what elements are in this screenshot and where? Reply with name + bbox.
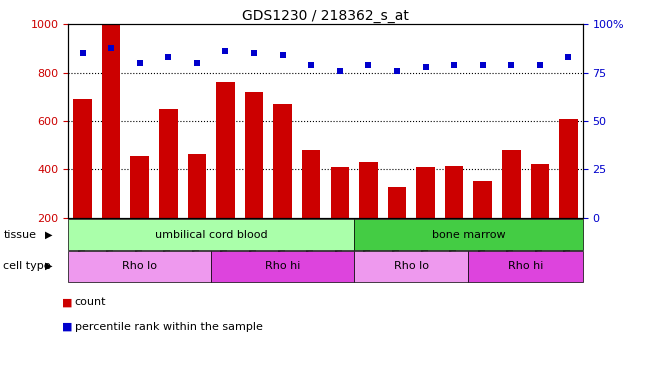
Text: bone marrow: bone marrow [432,230,505,240]
Text: cell type: cell type [3,261,51,271]
Bar [273,104,292,266]
Bar [216,82,235,266]
Text: tissue: tissue [3,230,36,240]
Point [563,54,574,60]
Bar [74,99,92,266]
Bar [102,24,120,266]
Bar [387,188,406,266]
Text: percentile rank within the sample: percentile rank within the sample [75,322,263,332]
Point [191,60,202,66]
Text: count: count [75,297,106,307]
Text: umbilical cord blood: umbilical cord blood [155,230,268,240]
Point [449,62,459,68]
Point [220,48,230,54]
Point [421,64,431,70]
Bar [359,162,378,266]
Text: Rho lo: Rho lo [394,261,429,271]
Text: GDS1230 / 218362_s_at: GDS1230 / 218362_s_at [242,9,409,23]
Text: ▶: ▶ [45,230,53,240]
Text: ■: ■ [62,322,72,332]
Point [306,62,316,68]
Text: ■: ■ [62,297,72,307]
Bar [130,156,149,266]
Bar [473,181,492,266]
Bar [245,92,264,266]
Point [477,62,488,68]
Point [163,54,174,60]
Text: Rho lo: Rho lo [122,261,158,271]
Bar [331,167,349,266]
Bar [302,150,320,266]
Point [534,62,545,68]
Text: Rho hi: Rho hi [508,261,543,271]
Bar [159,109,178,266]
Point [506,62,516,68]
Point [392,68,402,74]
Text: ▶: ▶ [45,261,53,271]
Text: Rho hi: Rho hi [265,261,300,271]
Bar [416,167,435,266]
Bar [187,153,206,266]
Point [249,50,259,56]
Bar [531,164,549,266]
Point [277,52,288,58]
Bar [445,166,464,266]
Bar [559,118,577,266]
Point [335,68,345,74]
Point [106,45,117,51]
Bar [502,150,521,266]
Point [363,62,374,68]
Point [135,60,145,66]
Point [77,50,88,56]
